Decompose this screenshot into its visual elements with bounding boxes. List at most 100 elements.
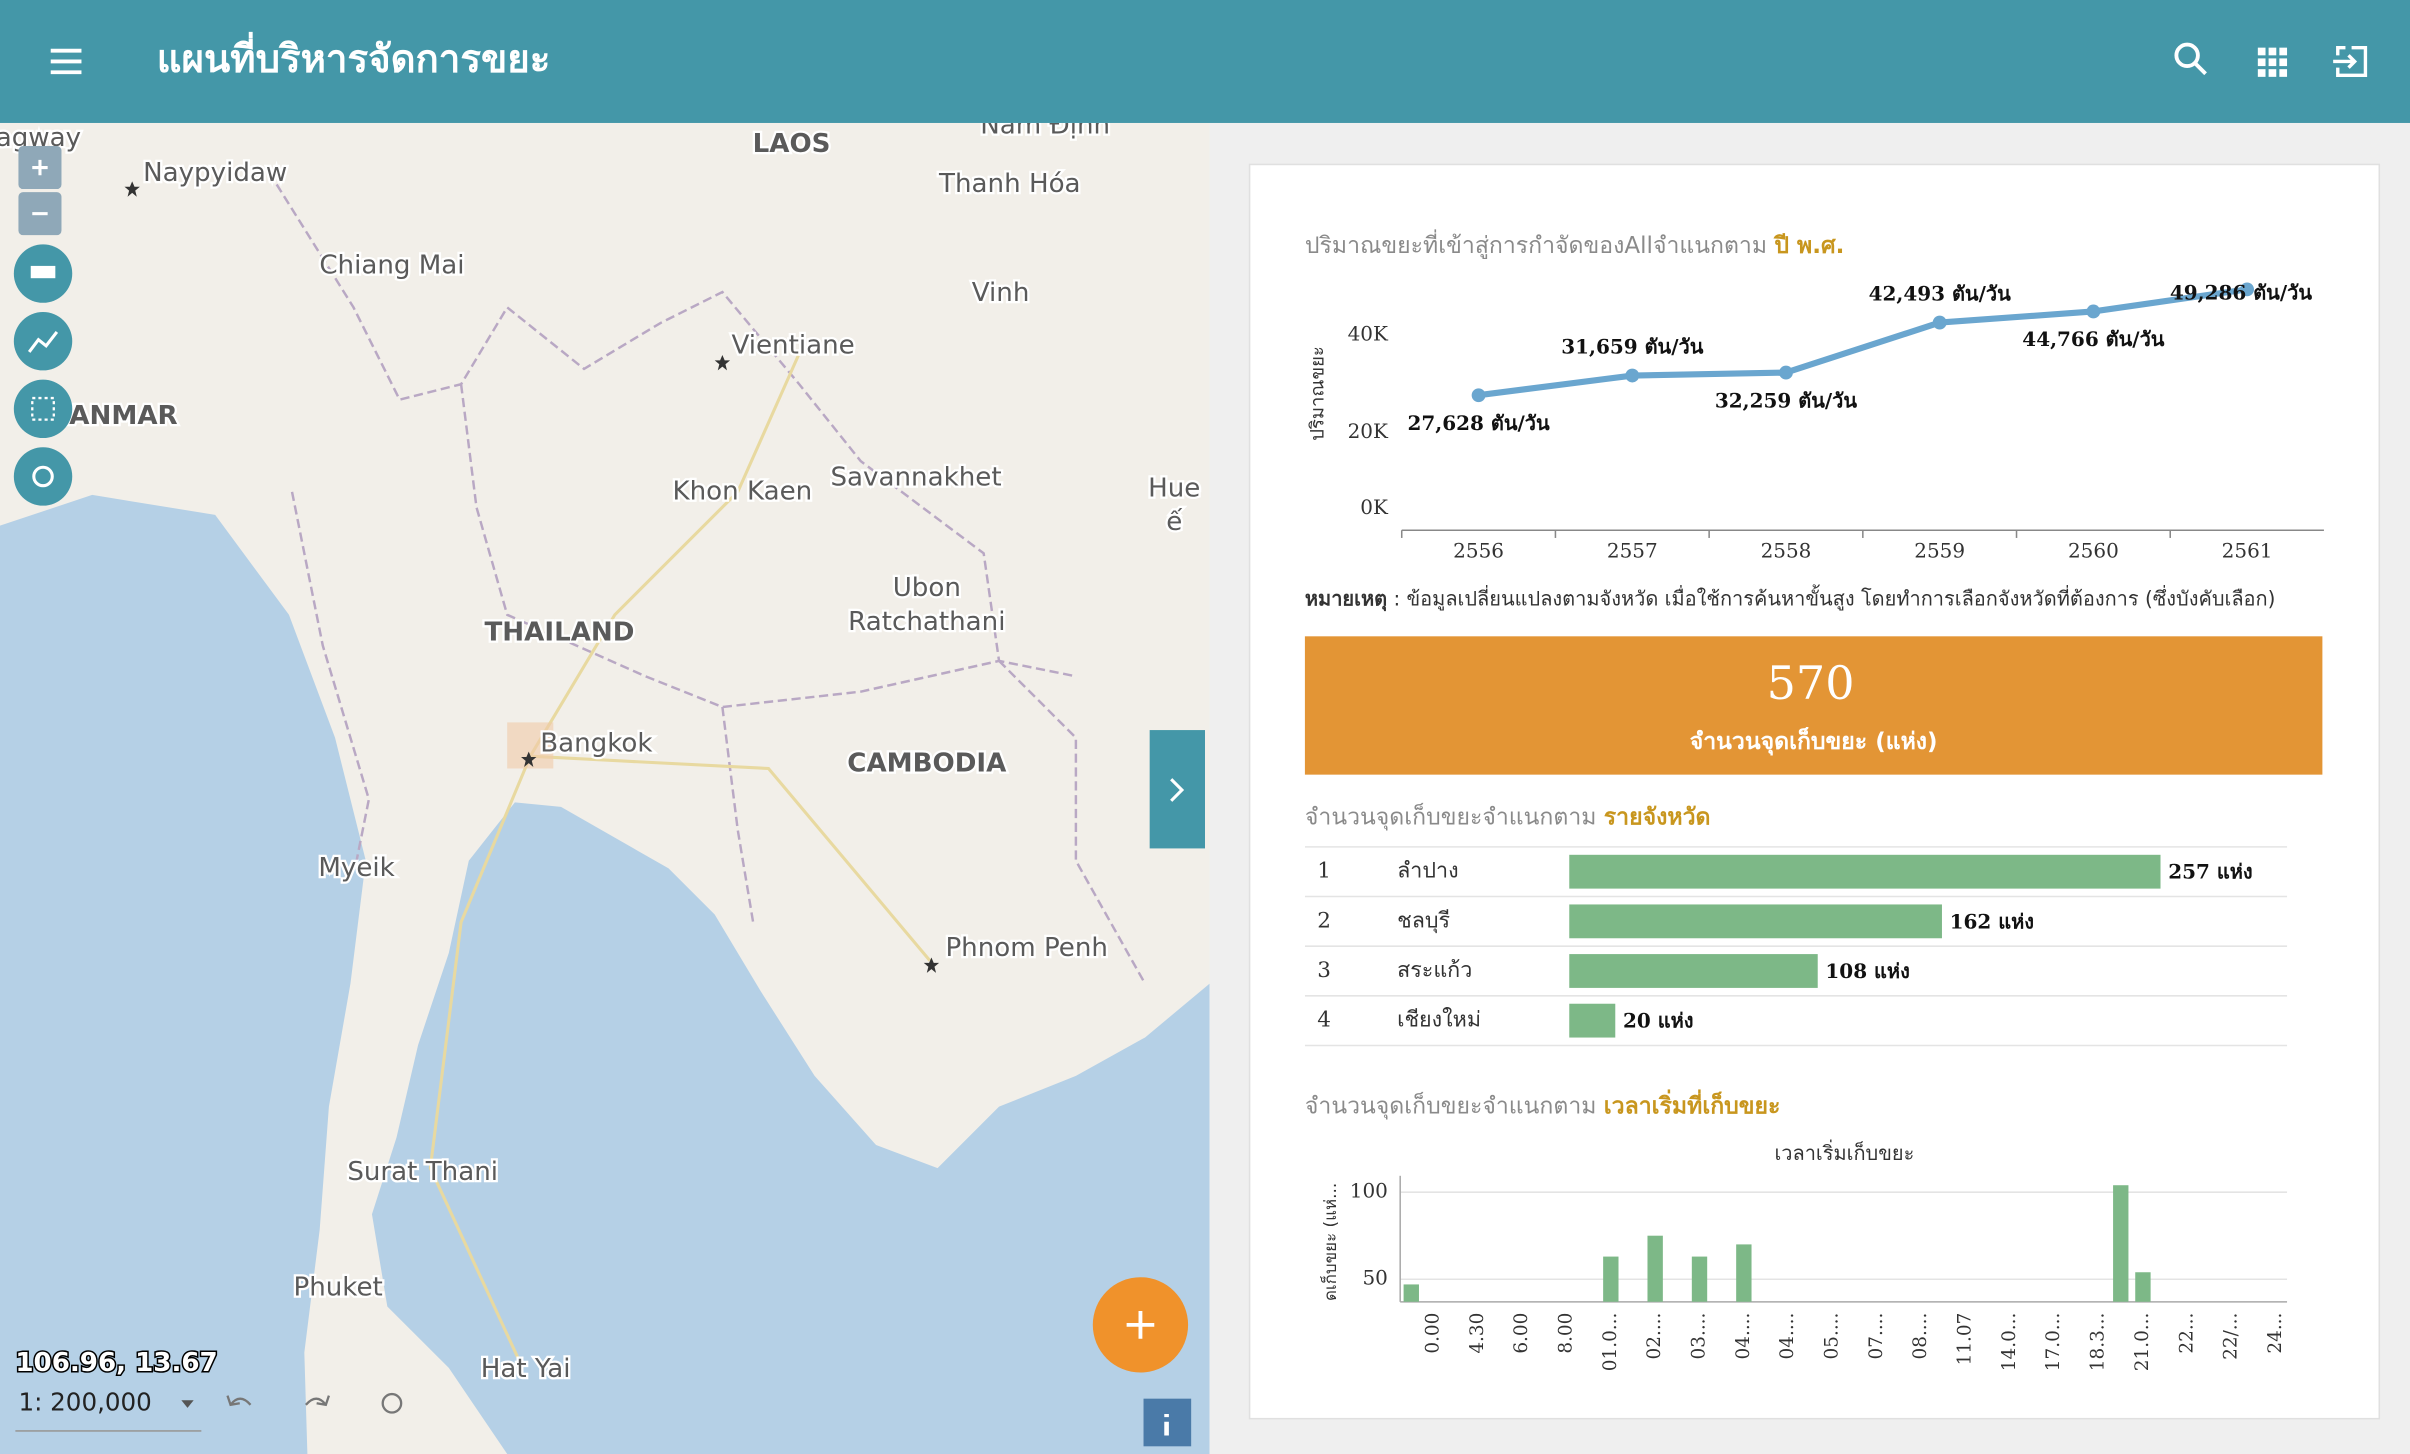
x-tick-label: 01.0... — [1600, 1313, 1621, 1372]
select-button[interactable] — [13, 379, 73, 439]
zoom-in-icon — [32, 159, 48, 176]
bar — [1736, 1244, 1752, 1302]
y-tick-label: 0K — [1360, 495, 1389, 519]
title-highlight: ปี พ.ศ. — [1773, 232, 1845, 258]
map-tools — [13, 244, 73, 506]
undo-button[interactable] — [226, 1395, 252, 1407]
x-tick-label: 21.0... — [2132, 1313, 2153, 1372]
bar-table: 1 ลำปาง 257 แห่ง 2 ชลบุรี 162 แห่ง 3 สระแก้ว 108… — [1304, 846, 2288, 1047]
rank: 2 — [1317, 908, 1331, 933]
map-label: Ratchathani — [848, 607, 1005, 637]
bar — [1569, 854, 2161, 889]
x-tick-label: 2558 — [1761, 538, 1812, 562]
x-tick-label: 22... — [2176, 1313, 2197, 1354]
point — [1471, 388, 1486, 403]
title-highlight: รายจังหวัด — [1604, 804, 1711, 830]
locate-button[interactable] — [13, 447, 73, 506]
bar — [1603, 1256, 1619, 1302]
title-highlight: เวลาเริ่มที่เก็บขยะ — [1604, 1088, 1781, 1119]
map-label: Phnom Penh — [945, 933, 1108, 963]
bar — [2135, 1272, 2151, 1302]
search-button[interactable] — [2174, 42, 2207, 76]
x-tick-label: 2561 — [2222, 538, 2273, 562]
map-label: CAMBODIA — [847, 748, 1007, 778]
y-tick-label: 100 — [1350, 1179, 1388, 1203]
x-tick-label: 6.00 — [1511, 1313, 1532, 1354]
point — [2086, 304, 2101, 319]
y-tick-label: 40K — [1348, 321, 1389, 345]
data-label: 44,766 ตัน/วัน — [2022, 327, 2165, 351]
x-tick-label: 02.... — [1644, 1313, 1665, 1360]
bar — [1691, 1256, 1708, 1302]
scale-select[interactable]: 1: 200,000 — [18, 1387, 151, 1416]
stat-box — [1304, 636, 2323, 775]
map-label: Myeik — [318, 853, 395, 883]
bar — [1569, 904, 1942, 939]
title-text: จำนวนจุดเก็บขยะจำแนกตาม — [1305, 801, 1604, 830]
map-label: agway — [0, 123, 81, 153]
x-tick-label: 2557 — [1607, 538, 1658, 562]
hist-title: จำนวนจุดเก็บขยะจำแนกตาม เวลาเริ่มที่เก็บ… — [1305, 1088, 1781, 1119]
histogram: 50 100 0.00 4.30 6.00 8.00 01.0... 02.... 03....… — [1350, 1175, 2288, 1372]
line-chart-title: ปริมาณขยะที่เข้าสู่การกำจัดของAllจำแนกตา… — [1305, 228, 1845, 258]
stat-label: จำนวนจุดเก็บขยะ (แห่ง) — [1690, 726, 1938, 756]
point — [1932, 315, 1947, 330]
land — [0, 122, 1210, 1454]
province: ลำปาง — [1397, 859, 1458, 884]
map-label: Khon Kaen — [672, 476, 812, 506]
province: ชลบุรี — [1397, 908, 1450, 933]
point — [1625, 368, 1640, 383]
logout-button[interactable] — [2333, 45, 2368, 78]
apps-button[interactable] — [2257, 47, 2288, 77]
data-label: 162 แห่ง — [1950, 909, 2034, 933]
redo-button[interactable] — [304, 1395, 331, 1407]
borders — [275, 183, 1147, 985]
header — [0, 0, 2410, 123]
x-tick-label: 4.30 — [1467, 1313, 1488, 1354]
stat-value: 570 — [1767, 656, 1855, 710]
map[interactable]: agway Naypyidaw LAOS Nam Định Thanh Hóa Chian… — [0, 111, 1210, 1454]
x-tick-label: 2556 — [1453, 538, 1504, 562]
title-text: จำนวนจุดเก็บขยะจำแนกตาม — [1305, 1090, 1604, 1119]
bar — [1569, 954, 1818, 988]
bar-table-title: จำนวนจุดเก็บขยะจำแนกตาม รายจังหวัด — [1305, 801, 1711, 830]
x-tick-label: 24... — [2265, 1313, 2286, 1354]
collapse-button[interactable] — [1149, 730, 1205, 849]
reset-button[interactable] — [381, 1392, 403, 1414]
map-label: Hue — [1148, 473, 1200, 503]
map-label: Thanh Hóa — [938, 169, 1080, 199]
data-label: 31,659 ตัน/วัน — [1561, 334, 1704, 358]
select-icon — [31, 396, 55, 421]
x-tick-label: 03.... — [1689, 1313, 1710, 1360]
note-label: หมายเหตุ — [1305, 586, 1387, 611]
map-label: Savannakhet — [830, 463, 1001, 493]
city-marker — [521, 751, 537, 767]
bar — [2113, 1185, 2129, 1302]
map-label: ế — [1166, 507, 1183, 537]
collapse-icon — [1170, 778, 1185, 802]
line-series — [1478, 286, 2248, 399]
map-label: LAOS — [753, 129, 831, 159]
x-tick-label: 11.07 — [1955, 1313, 1976, 1366]
bar — [1647, 1235, 1663, 1302]
line-chart: 0K 20K 40K 2556 2557 2558 2559 2560 2561 27,628 ต… — [1348, 280, 2324, 562]
roads — [428, 352, 932, 1369]
map-label: Hat Yai — [481, 1354, 571, 1384]
x-tick-label: 0.00 — [1422, 1313, 1443, 1354]
menu-button[interactable] — [50, 48, 82, 75]
chart-button[interactable] — [13, 312, 73, 371]
title-text: ปริมาณขยะที่เข้าสู่การกำจัดของAllจำแนกตา… — [1305, 228, 1775, 258]
city-marker — [923, 957, 940, 973]
map-label: Ubon — [893, 573, 961, 603]
bar — [1403, 1284, 1419, 1302]
map-label: THAILAND — [484, 618, 634, 648]
point — [2240, 282, 2254, 297]
map-label: Naypyidaw — [143, 158, 287, 188]
map-label: Surat Thani — [347, 1157, 498, 1187]
city-marker — [714, 355, 731, 371]
hist-subtitle: เวลาเริ่มเก็บขยะ — [1774, 1139, 1914, 1165]
x-tick-label: 2559 — [1914, 538, 1965, 562]
x-tick-label: 17.0... — [2043, 1313, 2064, 1372]
map-label: Bangkok — [540, 728, 653, 758]
map-label: Chiang Mai — [319, 250, 464, 280]
